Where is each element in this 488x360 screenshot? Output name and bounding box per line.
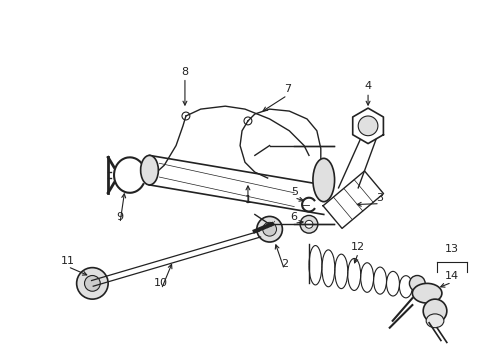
Circle shape: [300, 215, 317, 233]
Text: 10: 10: [154, 278, 168, 288]
Circle shape: [305, 220, 312, 228]
Text: 12: 12: [350, 242, 365, 252]
Text: 11: 11: [61, 256, 75, 266]
Text: 9: 9: [116, 212, 123, 222]
Text: 2: 2: [280, 259, 287, 269]
Text: 7: 7: [283, 84, 290, 94]
Circle shape: [262, 222, 276, 236]
Ellipse shape: [425, 314, 443, 328]
Ellipse shape: [411, 283, 441, 303]
Circle shape: [77, 267, 108, 299]
Text: 3: 3: [376, 193, 383, 203]
Ellipse shape: [141, 156, 158, 185]
Text: 8: 8: [181, 67, 188, 77]
Text: 4: 4: [364, 81, 371, 91]
Circle shape: [84, 275, 100, 291]
Text: 5: 5: [290, 187, 297, 197]
Circle shape: [358, 116, 377, 136]
Text: 6: 6: [290, 212, 297, 222]
Circle shape: [182, 112, 189, 120]
Circle shape: [422, 299, 446, 323]
Text: 14: 14: [444, 271, 458, 282]
Circle shape: [408, 275, 424, 291]
Text: 13: 13: [444, 244, 458, 254]
Ellipse shape: [312, 158, 334, 202]
Circle shape: [256, 216, 282, 242]
Text: 1: 1: [244, 195, 251, 205]
Circle shape: [244, 117, 251, 125]
